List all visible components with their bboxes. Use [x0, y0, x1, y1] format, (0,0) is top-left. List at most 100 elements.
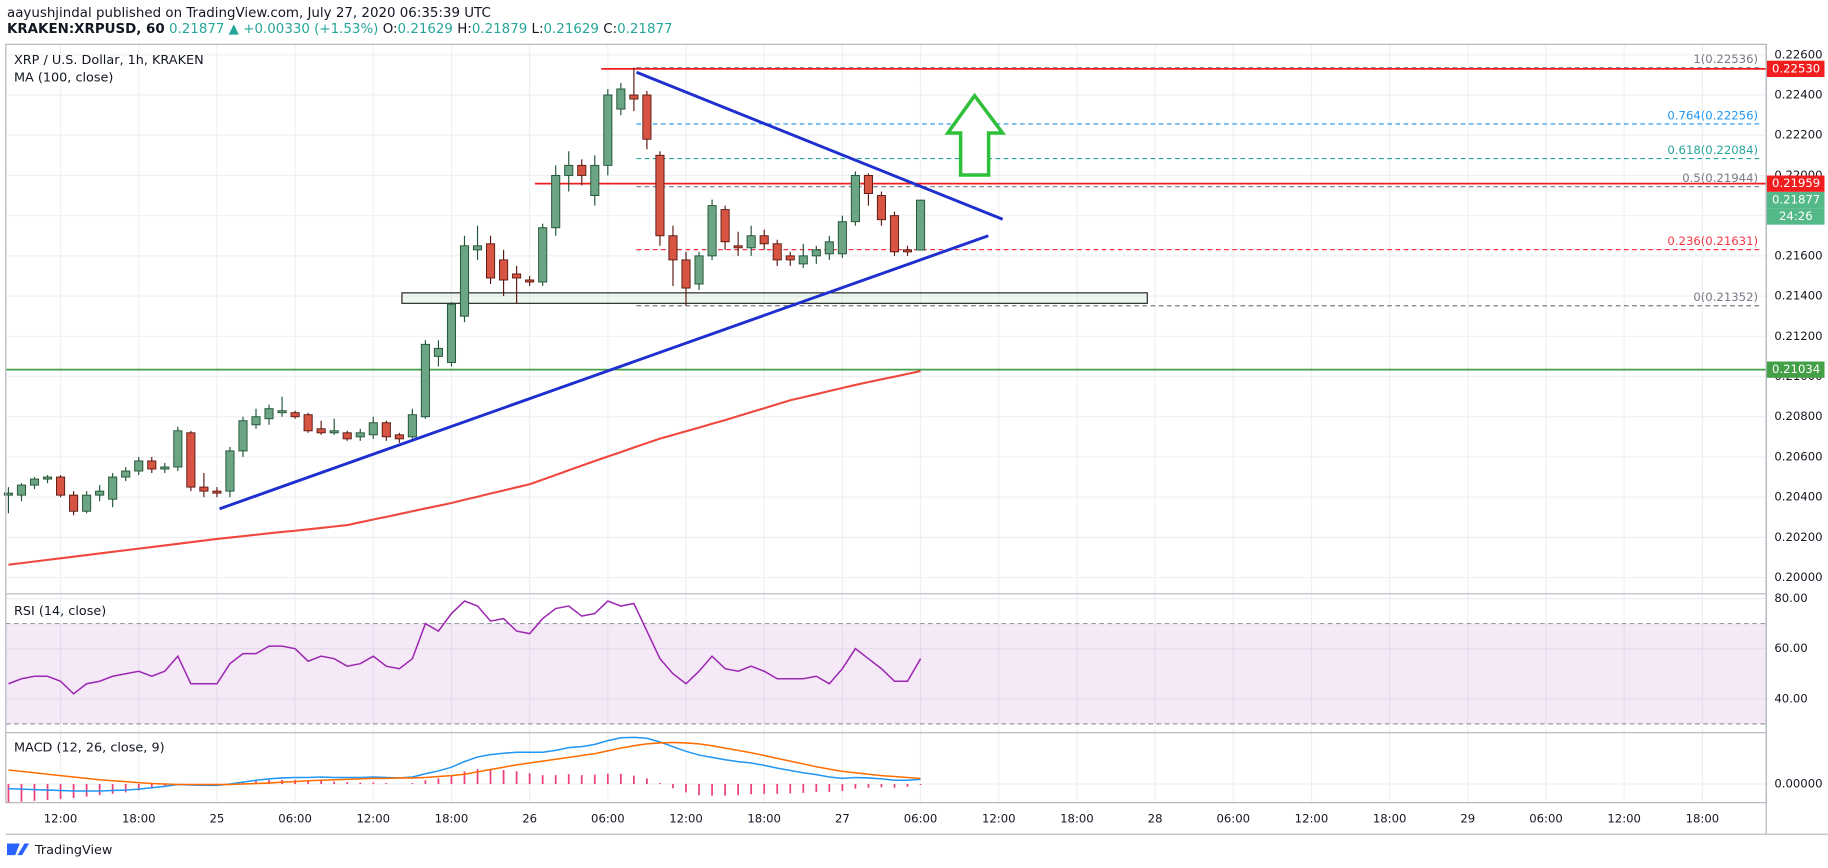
publish-info: aayushjindal published on TradingView.co… [7, 6, 491, 21]
price-label: 0.21034 [1772, 362, 1820, 376]
candle-body [186, 432, 196, 488]
candle-body [824, 241, 834, 255]
candle-body [512, 273, 522, 279]
candle-body [16, 484, 27, 496]
x-tick-label: 12:00 [669, 811, 703, 825]
candle-body [472, 245, 483, 251]
candle-body [707, 205, 717, 257]
x-tick-label: 06:00 [1529, 811, 1563, 825]
x-tick-label: 12:00 [982, 811, 1016, 825]
x-tick-label: 25 [209, 811, 224, 825]
candle-body [121, 470, 131, 478]
support-zone [401, 292, 1148, 304]
macd-line [8, 741, 921, 786]
candle-body [577, 164, 587, 176]
candle-body [486, 243, 496, 279]
y-tick-label: 80.00 [1774, 591, 1807, 605]
ohlc-label: H: [457, 22, 472, 37]
candle-body [538, 227, 548, 283]
x-tick-label: 18:00 [1686, 811, 1720, 825]
y-tick-label: 40.00 [1774, 691, 1807, 705]
fib-label: 0.5(0.21944) [1682, 171, 1758, 185]
candle-body [746, 235, 756, 249]
x-tick-label: 12:00 [1607, 811, 1641, 825]
last-price-badge [1766, 192, 1825, 209]
candle-body [616, 88, 626, 110]
candle-body [902, 249, 913, 253]
x-tick-label: 18:00 [122, 811, 156, 825]
footer-logo: TradingView [34, 843, 112, 858]
candle-body [798, 255, 808, 265]
candle-body [95, 490, 105, 496]
ohlc-label: O: [383, 22, 398, 37]
ohlc-value: 0.21629 [398, 22, 453, 37]
grid [5, 44, 1767, 803]
up-arrow [944, 92, 1007, 177]
candle-body [368, 422, 378, 436]
fib-label: 0.618(0.22084) [1667, 143, 1758, 157]
ohlc-label: L: [532, 22, 544, 37]
x-tick-label: 29 [1460, 811, 1475, 825]
x-tick-label: 18:00 [435, 811, 469, 825]
y-tick-label: 0.20800 [1774, 409, 1822, 423]
countdown: 24:26 [1779, 209, 1813, 223]
x-tick-label: 06:00 [278, 811, 312, 825]
candle-body [525, 279, 535, 283]
x-tick-label: 06:00 [591, 811, 625, 825]
y-tick-label: 60.00 [1774, 641, 1807, 655]
candle-body [642, 94, 652, 140]
y-tick-label: 0.22400 [1774, 88, 1822, 102]
symbol-line: KRAKEN:XRPUSD, 60 0.21877 ▲ +0.00330 (+1… [7, 22, 673, 37]
y-tick-label: 0.21600 [1774, 248, 1822, 262]
price-label: 0.21959 [1772, 176, 1820, 190]
countdown-badge [1766, 208, 1825, 225]
change: ▲ +0.00330 (+1.53%) [229, 22, 379, 37]
candle-body [916, 199, 926, 251]
candle-body [459, 245, 470, 317]
candle-body [82, 494, 92, 512]
price-badge [1766, 60, 1825, 78]
candle-body [433, 347, 443, 357]
legend-entry: MA (100, close) [14, 71, 113, 86]
x-tick-label: 12:00 [1295, 811, 1329, 825]
panel-title: RSI (14, close) [14, 604, 106, 619]
y-tick-label: 0.20600 [1774, 449, 1822, 463]
candle-body [342, 432, 352, 440]
candle-body [199, 486, 209, 492]
candle-body [407, 414, 417, 438]
candle-body [108, 476, 118, 500]
x-tick-label: 28 [1148, 811, 1163, 825]
x-tick-label: 18:00 [747, 811, 781, 825]
fib-label: 0.764(0.22256) [1667, 108, 1758, 122]
candle-body [785, 255, 795, 261]
ohlc-value: 0.21877 [617, 22, 672, 37]
candle-body [603, 94, 613, 166]
trendline [635, 70, 1004, 221]
y-tick-label: 0.20000 [1774, 570, 1822, 584]
candle-body [668, 235, 678, 261]
moving-average [8, 370, 921, 566]
candle-body [277, 410, 287, 414]
candle-body [590, 164, 600, 197]
candle-body [889, 215, 900, 253]
candle-body [3, 492, 13, 496]
candle-body [355, 432, 365, 438]
x-tick-label: 18:00 [1060, 811, 1094, 825]
candle-body [863, 174, 873, 194]
macd-line [8, 736, 921, 792]
candle-body [56, 476, 66, 496]
ohlc-value: 0.21629 [544, 22, 599, 37]
ohlc-label: C: [603, 22, 617, 37]
last-price-label: 0.21877 [1772, 193, 1820, 207]
fib-label: 0.236(0.21631) [1667, 234, 1758, 248]
candle-body [329, 430, 339, 434]
y-tick-label: 0.21200 [1774, 329, 1822, 343]
panel-title: MACD (12, 26, close, 9) [14, 740, 165, 755]
candle-body [837, 221, 847, 255]
rsi-line [8, 600, 922, 695]
candle-body [316, 428, 326, 434]
candle-body [160, 466, 170, 470]
candle-body [290, 412, 300, 418]
